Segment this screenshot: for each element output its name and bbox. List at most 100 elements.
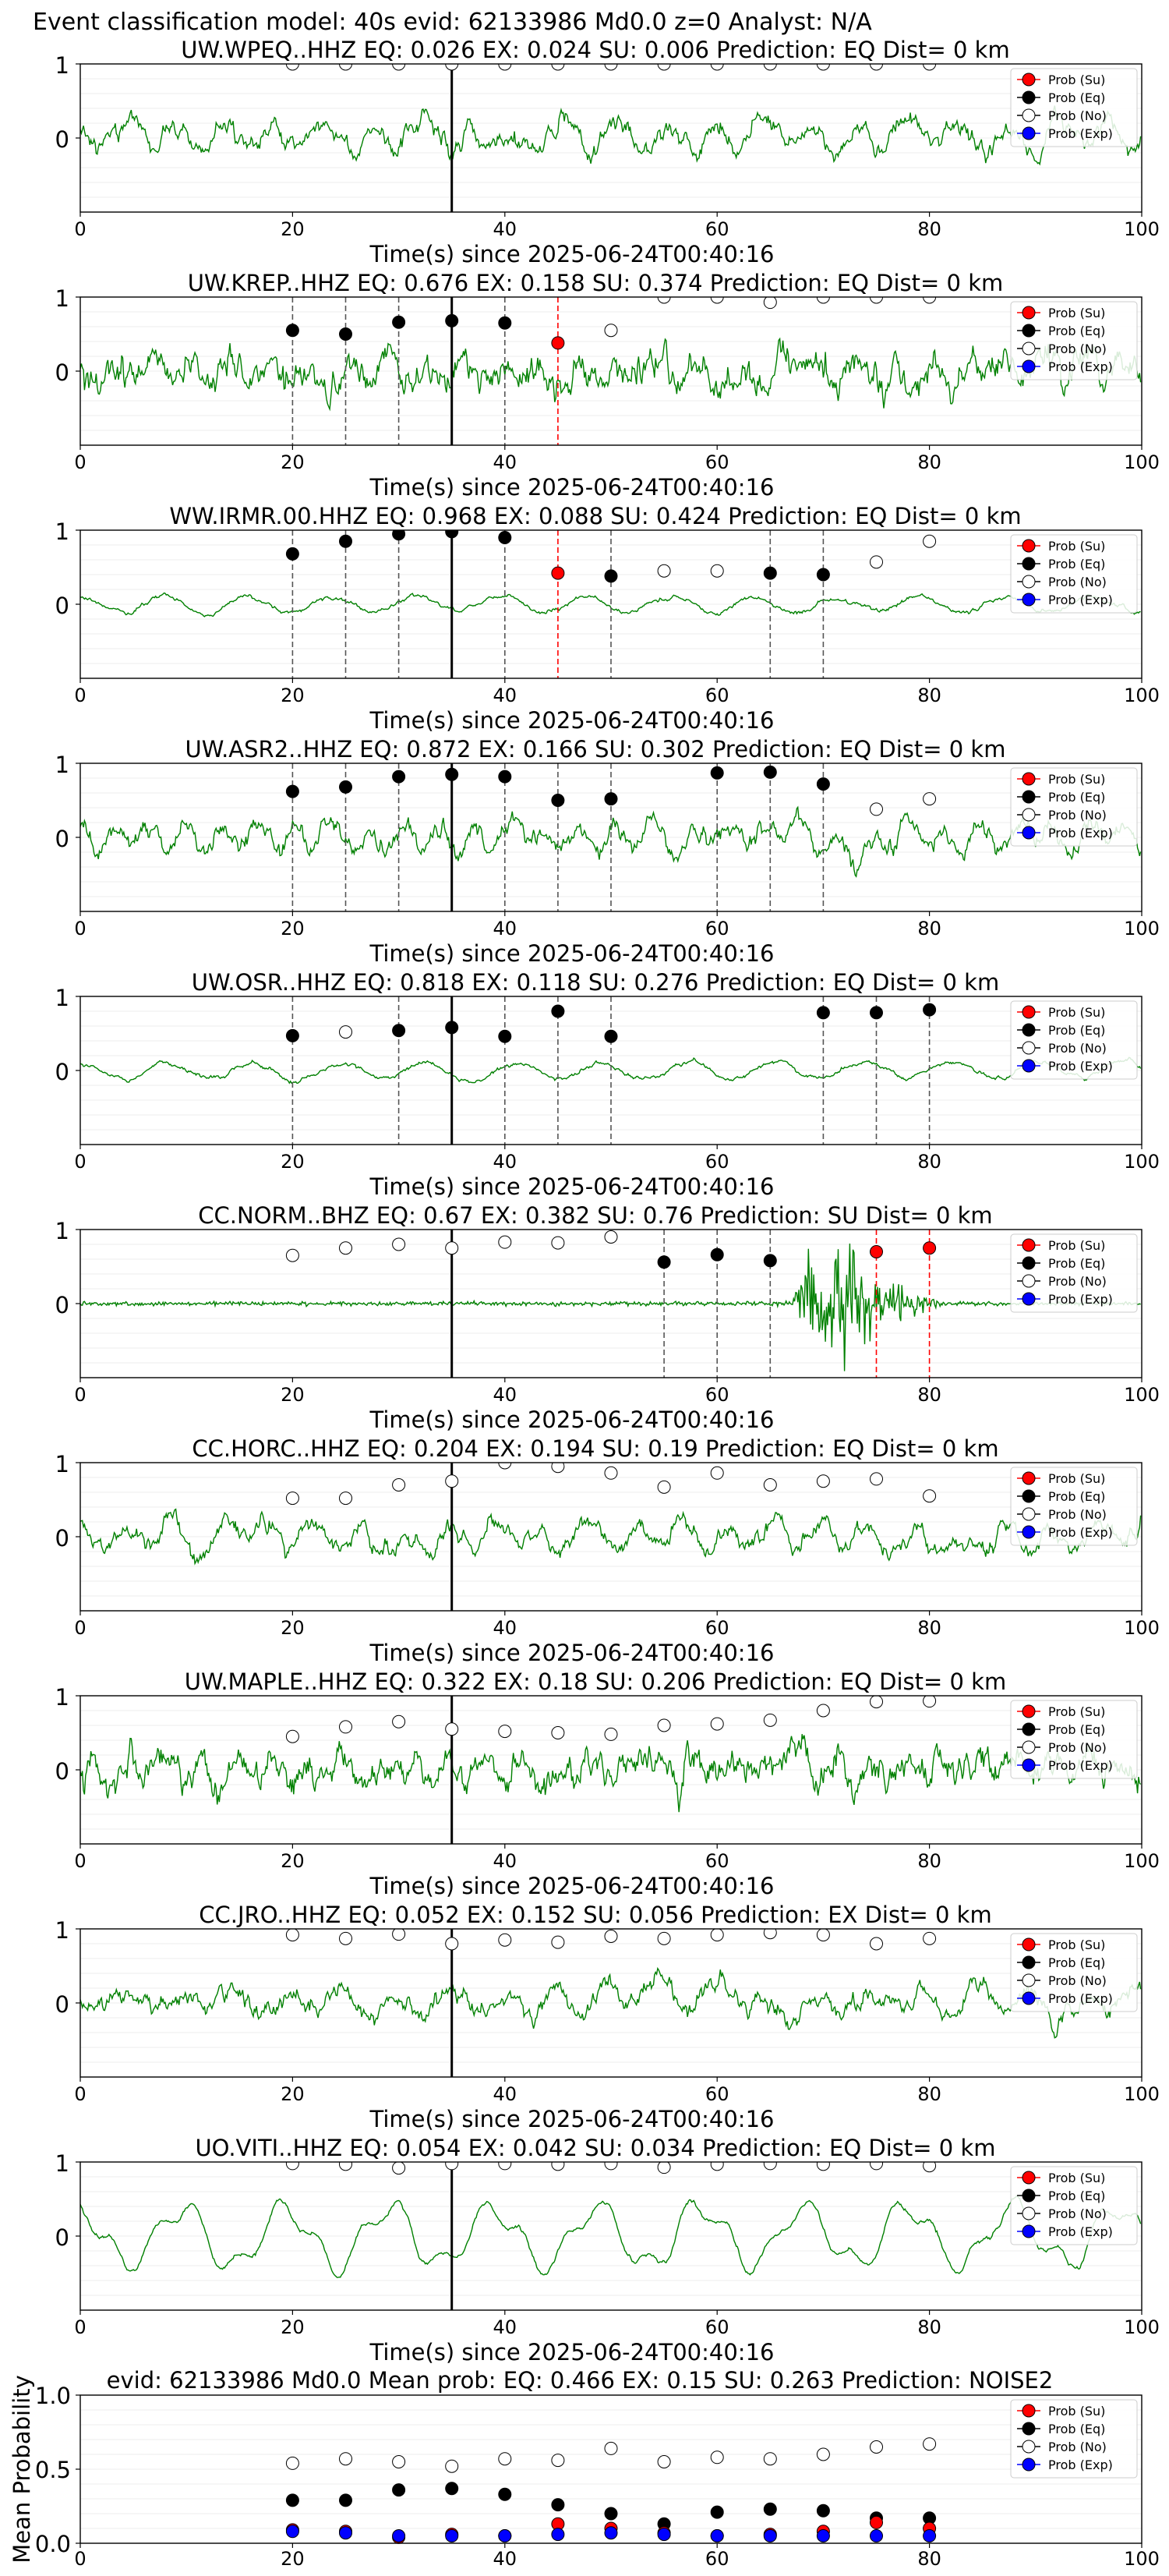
eq-prob-point xyxy=(285,784,299,798)
x-tick-label: 0 xyxy=(74,685,86,706)
legend-frame xyxy=(1010,2166,1138,2245)
eq-prob-point xyxy=(551,1004,565,1018)
no-prob-point xyxy=(816,2162,830,2171)
x-tick-label: 100 xyxy=(1124,2316,1160,2338)
mean-prob-point xyxy=(923,2529,937,2542)
legend-marker xyxy=(1022,2206,1036,2220)
x-tick-label: 0 xyxy=(74,2083,86,2105)
no-prob-point xyxy=(710,564,724,578)
x-tick-label: 60 xyxy=(705,918,729,939)
legend-label: Prob (Eq) xyxy=(1048,1023,1105,1038)
legend-label: Prob (Exp) xyxy=(1048,1525,1113,1540)
x-tick-label: 100 xyxy=(1124,1617,1160,1639)
y-tick-label: 0 xyxy=(55,826,69,852)
legend-marker xyxy=(1022,1758,1036,1772)
legend-marker xyxy=(1022,2440,1036,2454)
no-prob-point xyxy=(923,534,937,548)
legend-marker xyxy=(1022,1955,1036,1969)
y-tick-label: 1 xyxy=(55,1684,69,1711)
x-tick-label: 100 xyxy=(1124,451,1160,473)
legend-marker xyxy=(1022,1991,1036,2005)
legend-label: Prob (Exp) xyxy=(1048,593,1113,607)
eq-prob-point xyxy=(604,1029,618,1043)
y-tick-label: 1.0 xyxy=(35,2383,71,2409)
legend-frame xyxy=(1010,1233,1138,1313)
x-tick-label: 60 xyxy=(705,685,729,706)
legend-marker xyxy=(1022,2224,1036,2238)
waveform-trace xyxy=(80,1508,1142,1566)
no-prob-point xyxy=(339,64,352,71)
x-tick-label: 100 xyxy=(1124,685,1160,706)
panel-title: CC.HORC..HHZ EQ: 0.204 EX: 0.194 SU: 0.1… xyxy=(192,1435,998,1462)
mean-prob-point xyxy=(923,2437,937,2451)
legend: Prob (Su) Prob (Eq) Prob (No) Prob (Exp) xyxy=(1010,2399,1138,2479)
no-prob-point xyxy=(498,1933,512,1947)
x-tick-label: 0 xyxy=(74,918,86,939)
legend-marker xyxy=(1022,808,1036,822)
panel-title: UW.ASR2..HHZ EQ: 0.872 EX: 0.166 SU: 0.3… xyxy=(185,736,1006,763)
legend-marker xyxy=(1022,2171,1036,2185)
legend-frame xyxy=(1010,767,1138,847)
y-tick-label: 0.5 xyxy=(35,2457,71,2483)
legend-marker xyxy=(1022,790,1036,804)
x-tick-label: 80 xyxy=(917,2316,941,2338)
no-prob-point xyxy=(604,64,618,71)
legend-label: Prob (Su) xyxy=(1048,1471,1105,1486)
no-prob-point xyxy=(763,1478,777,1491)
x-tick-label: 100 xyxy=(1124,1151,1160,1173)
legend-label: Prob (Su) xyxy=(1048,1704,1105,1719)
marker-group xyxy=(285,64,937,71)
no-prob-point xyxy=(657,64,671,71)
no-prob-point xyxy=(285,1491,299,1506)
mean-prob-point xyxy=(498,2529,512,2542)
legend-marker xyxy=(1022,1973,1036,1987)
legend-marker xyxy=(1022,1704,1036,1718)
marker-group xyxy=(285,1230,937,1269)
waveform-trace xyxy=(80,2195,1142,2278)
legend-label: Prob (Exp) xyxy=(1048,126,1113,141)
x-tick-label: 20 xyxy=(281,1617,305,1639)
legend-frame xyxy=(1010,2399,1138,2479)
x-tick-label: 80 xyxy=(917,2083,941,2105)
eq-prob-point xyxy=(285,1028,299,1042)
x-tick-label: 100 xyxy=(1124,218,1160,240)
x-axis-label: Time(s) since 2025-06-24T00:40:16 xyxy=(369,1407,775,1433)
eq-prob-point xyxy=(445,1021,459,1035)
no-prob-point xyxy=(339,1931,352,1945)
y-tick-label: 1 xyxy=(55,518,69,545)
no-prob-point xyxy=(392,2162,406,2175)
mean-prob-point xyxy=(710,2450,724,2465)
legend: Prob (Su) Prob (Eq) Prob (No) Prob (Exp) xyxy=(1010,1000,1138,1080)
panel-title: UW.WPEQ..HHZ EQ: 0.026 EX: 0.024 SU: 0.0… xyxy=(181,37,1009,63)
marker-group xyxy=(285,1003,937,1043)
legend-label: Prob (Eq) xyxy=(1048,790,1105,805)
x-tick-label: 100 xyxy=(1124,2083,1160,2105)
no-prob-point xyxy=(870,297,883,304)
y-tick-label: 0 xyxy=(55,126,69,153)
waveform-panel: Prob (Su) Prob (Eq) Prob (No) Prob (Exp) 0 20… xyxy=(55,37,1160,267)
mean-prob-point xyxy=(445,2482,459,2496)
mean-prob-point xyxy=(339,2526,352,2540)
no-prob-point xyxy=(816,297,830,304)
legend-label: Prob (Su) xyxy=(1048,1238,1105,1253)
mean-prob-point xyxy=(498,2487,512,2501)
no-prob-point xyxy=(339,1491,352,1506)
x-tick-label: 40 xyxy=(493,1617,517,1639)
no-prob-point xyxy=(870,1937,883,1951)
legend-marker xyxy=(1022,1740,1036,1754)
mean-prob-point xyxy=(870,2515,883,2529)
y-tick-label: 0 xyxy=(55,1292,69,1318)
no-prob-point xyxy=(710,2162,724,2171)
x-axis-label: Time(s) since 2025-06-24T00:40:16 xyxy=(369,1173,775,1200)
legend-label: Prob (Su) xyxy=(1048,1937,1105,1952)
x-tick-label: 0 xyxy=(74,1617,86,1639)
mean-prob-point xyxy=(285,2493,299,2507)
x-tick-label: 20 xyxy=(281,2316,305,2338)
marker-group xyxy=(285,297,937,350)
no-prob-point xyxy=(604,1930,618,1943)
no-prob-point xyxy=(445,1937,459,1951)
legend-label: Prob (Eq) xyxy=(1048,1722,1105,1737)
no-prob-point xyxy=(551,1463,565,1474)
panel-title: UW.KREP..HHZ EQ: 0.676 EX: 0.158 SU: 0.3… xyxy=(188,270,1004,296)
no-prob-point xyxy=(285,2162,299,2171)
